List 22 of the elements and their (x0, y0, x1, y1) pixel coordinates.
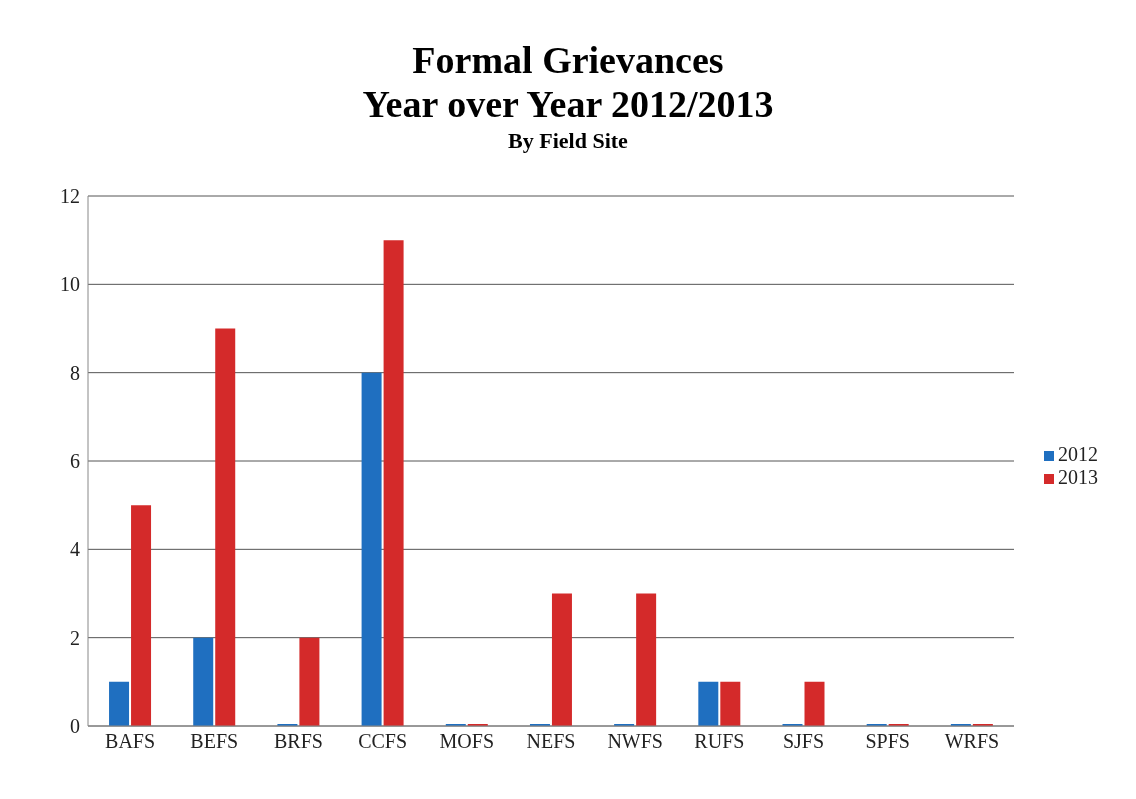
y-tick-label: 6 (70, 450, 80, 473)
x-tick-label: NWFS (607, 730, 663, 753)
x-tick-label: SJFS (782, 730, 825, 753)
x-tick-label: MOFS (439, 730, 495, 753)
x-tick-label: CCFS (358, 730, 408, 753)
legend-label: 2013 (1058, 466, 1098, 488)
x-tick-label: WRFS (944, 730, 1000, 753)
y-tick-label: 4 (70, 538, 80, 561)
x-tick-label: BAFS (105, 730, 156, 753)
y-tick-label: 0 (70, 715, 80, 738)
x-tick-label: BEFS (190, 730, 239, 753)
y-tick-label: 2 (70, 626, 80, 649)
legend-label: 2012 (1058, 443, 1098, 465)
x-tick-label: SPFS (865, 730, 910, 753)
x-tick-label: BRFS (273, 730, 323, 753)
y-tick-label: 12 (60, 185, 80, 208)
y-tick-label: 8 (70, 361, 80, 384)
chart-title: Formal Grievances Year over Year 2012/2013 (361, 38, 775, 126)
y-tick-label: 10 (60, 273, 80, 296)
x-tick-label: RUFS (694, 730, 745, 753)
x-tick-label: NEFS (526, 730, 576, 753)
chart-subtitle: By Field Site (507, 127, 629, 155)
